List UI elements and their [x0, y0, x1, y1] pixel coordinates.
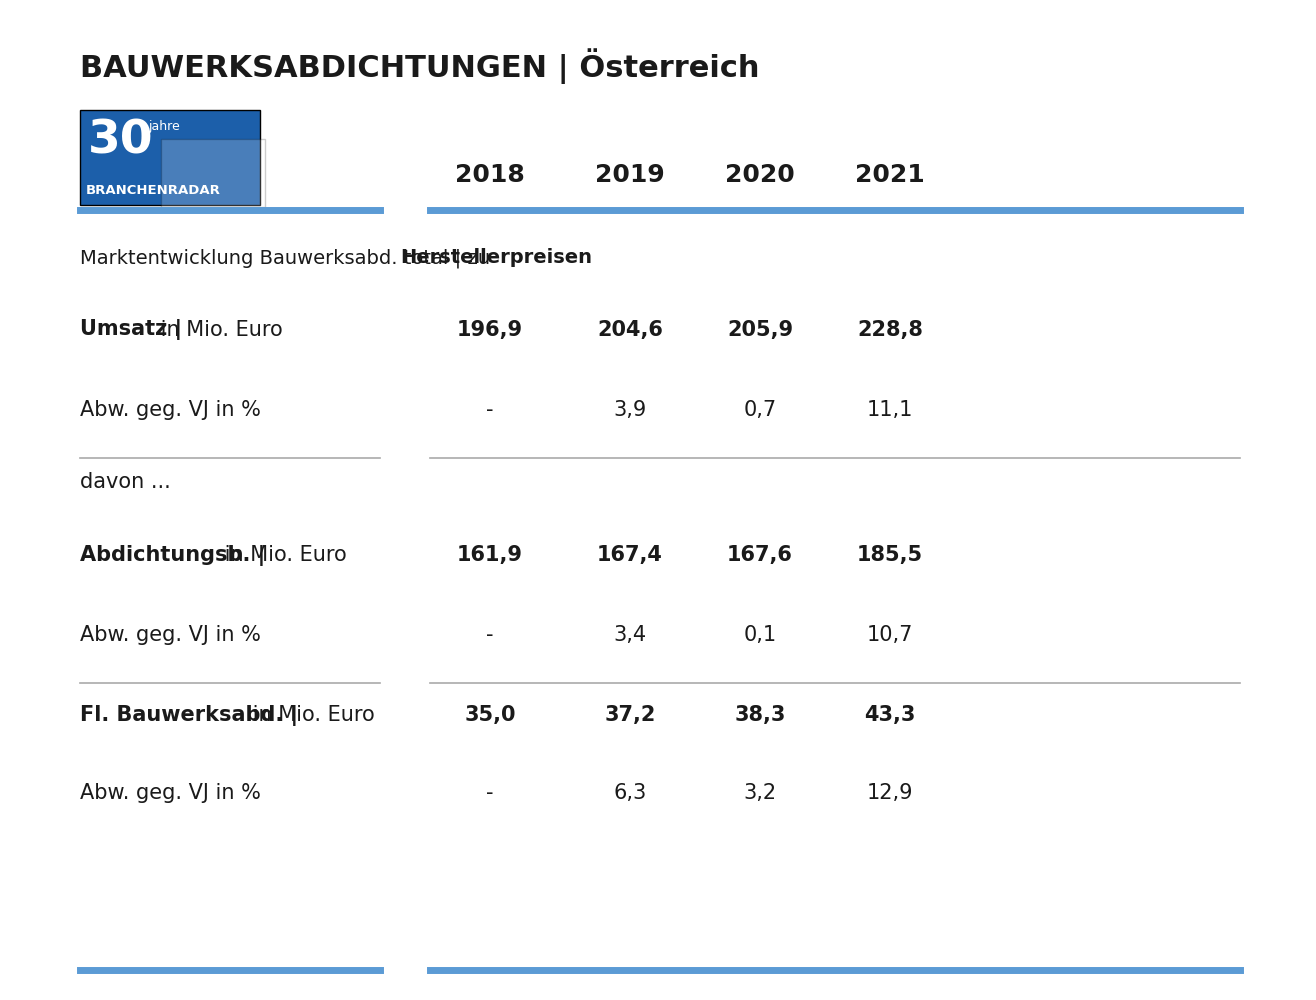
Text: Herstellerpreisen: Herstellerpreisen — [400, 248, 592, 267]
Text: 11,1: 11,1 — [867, 400, 913, 420]
FancyBboxPatch shape — [80, 110, 261, 205]
FancyBboxPatch shape — [161, 138, 266, 207]
Text: jahre: jahre — [147, 120, 180, 133]
Text: 30: 30 — [88, 118, 154, 163]
Text: 0,7: 0,7 — [744, 400, 776, 420]
Text: in Mio. Euro: in Mio. Euro — [154, 320, 283, 340]
Text: 161,9: 161,9 — [457, 545, 522, 565]
Text: 196,9: 196,9 — [457, 320, 522, 340]
Text: Marktentwicklung Bauwerksabd. total | zu: Marktentwicklung Bauwerksabd. total | zu — [80, 248, 496, 267]
Text: 167,6: 167,6 — [726, 545, 794, 565]
Text: 3,4: 3,4 — [613, 625, 646, 645]
Text: 37,2: 37,2 — [604, 705, 655, 725]
Text: 167,4: 167,4 — [597, 545, 663, 565]
Text: 43,3: 43,3 — [865, 705, 916, 725]
Text: -: - — [486, 625, 494, 645]
Text: Abw. geg. VJ in %: Abw. geg. VJ in % — [80, 400, 261, 420]
Text: in Mio. Euro: in Mio. Euro — [246, 705, 374, 725]
Text: 2020: 2020 — [725, 163, 795, 187]
Text: -: - — [486, 783, 494, 803]
Text: davon ...: davon ... — [80, 472, 171, 492]
Text: BAUWERKSABDICHTUNGEN | Österreich: BAUWERKSABDICHTUNGEN | Österreich — [80, 48, 759, 84]
Text: Abw. geg. VJ in %: Abw. geg. VJ in % — [80, 625, 261, 645]
Text: Umsatz |: Umsatz | — [80, 320, 182, 340]
Text: Fl. Bauwerksabd. |: Fl. Bauwerksabd. | — [80, 704, 299, 726]
Text: 205,9: 205,9 — [726, 320, 794, 340]
Text: BRANCHENRADAR: BRANCHENRADAR — [86, 184, 221, 197]
Text: Abw. geg. VJ in %: Abw. geg. VJ in % — [80, 783, 261, 803]
Text: 38,3: 38,3 — [734, 705, 786, 725]
Text: 2021: 2021 — [855, 163, 925, 187]
Text: 3,2: 3,2 — [744, 783, 776, 803]
Text: 12,9: 12,9 — [867, 783, 913, 803]
Text: in Mio. Euro: in Mio. Euro — [218, 545, 346, 565]
Text: 10,7: 10,7 — [867, 625, 913, 645]
Text: 204,6: 204,6 — [597, 320, 663, 340]
Text: -: - — [486, 400, 494, 420]
Text: Abdichtungsb. |: Abdichtungsb. | — [80, 544, 266, 566]
Text: 185,5: 185,5 — [857, 545, 923, 565]
Text: 228,8: 228,8 — [857, 320, 923, 340]
Text: 2018: 2018 — [455, 163, 525, 187]
Text: 0,1: 0,1 — [744, 625, 776, 645]
Text: 3,9: 3,9 — [613, 400, 646, 420]
Text: 6,3: 6,3 — [613, 783, 646, 803]
Text: 2019: 2019 — [595, 163, 665, 187]
Text: 35,0: 35,0 — [465, 705, 516, 725]
